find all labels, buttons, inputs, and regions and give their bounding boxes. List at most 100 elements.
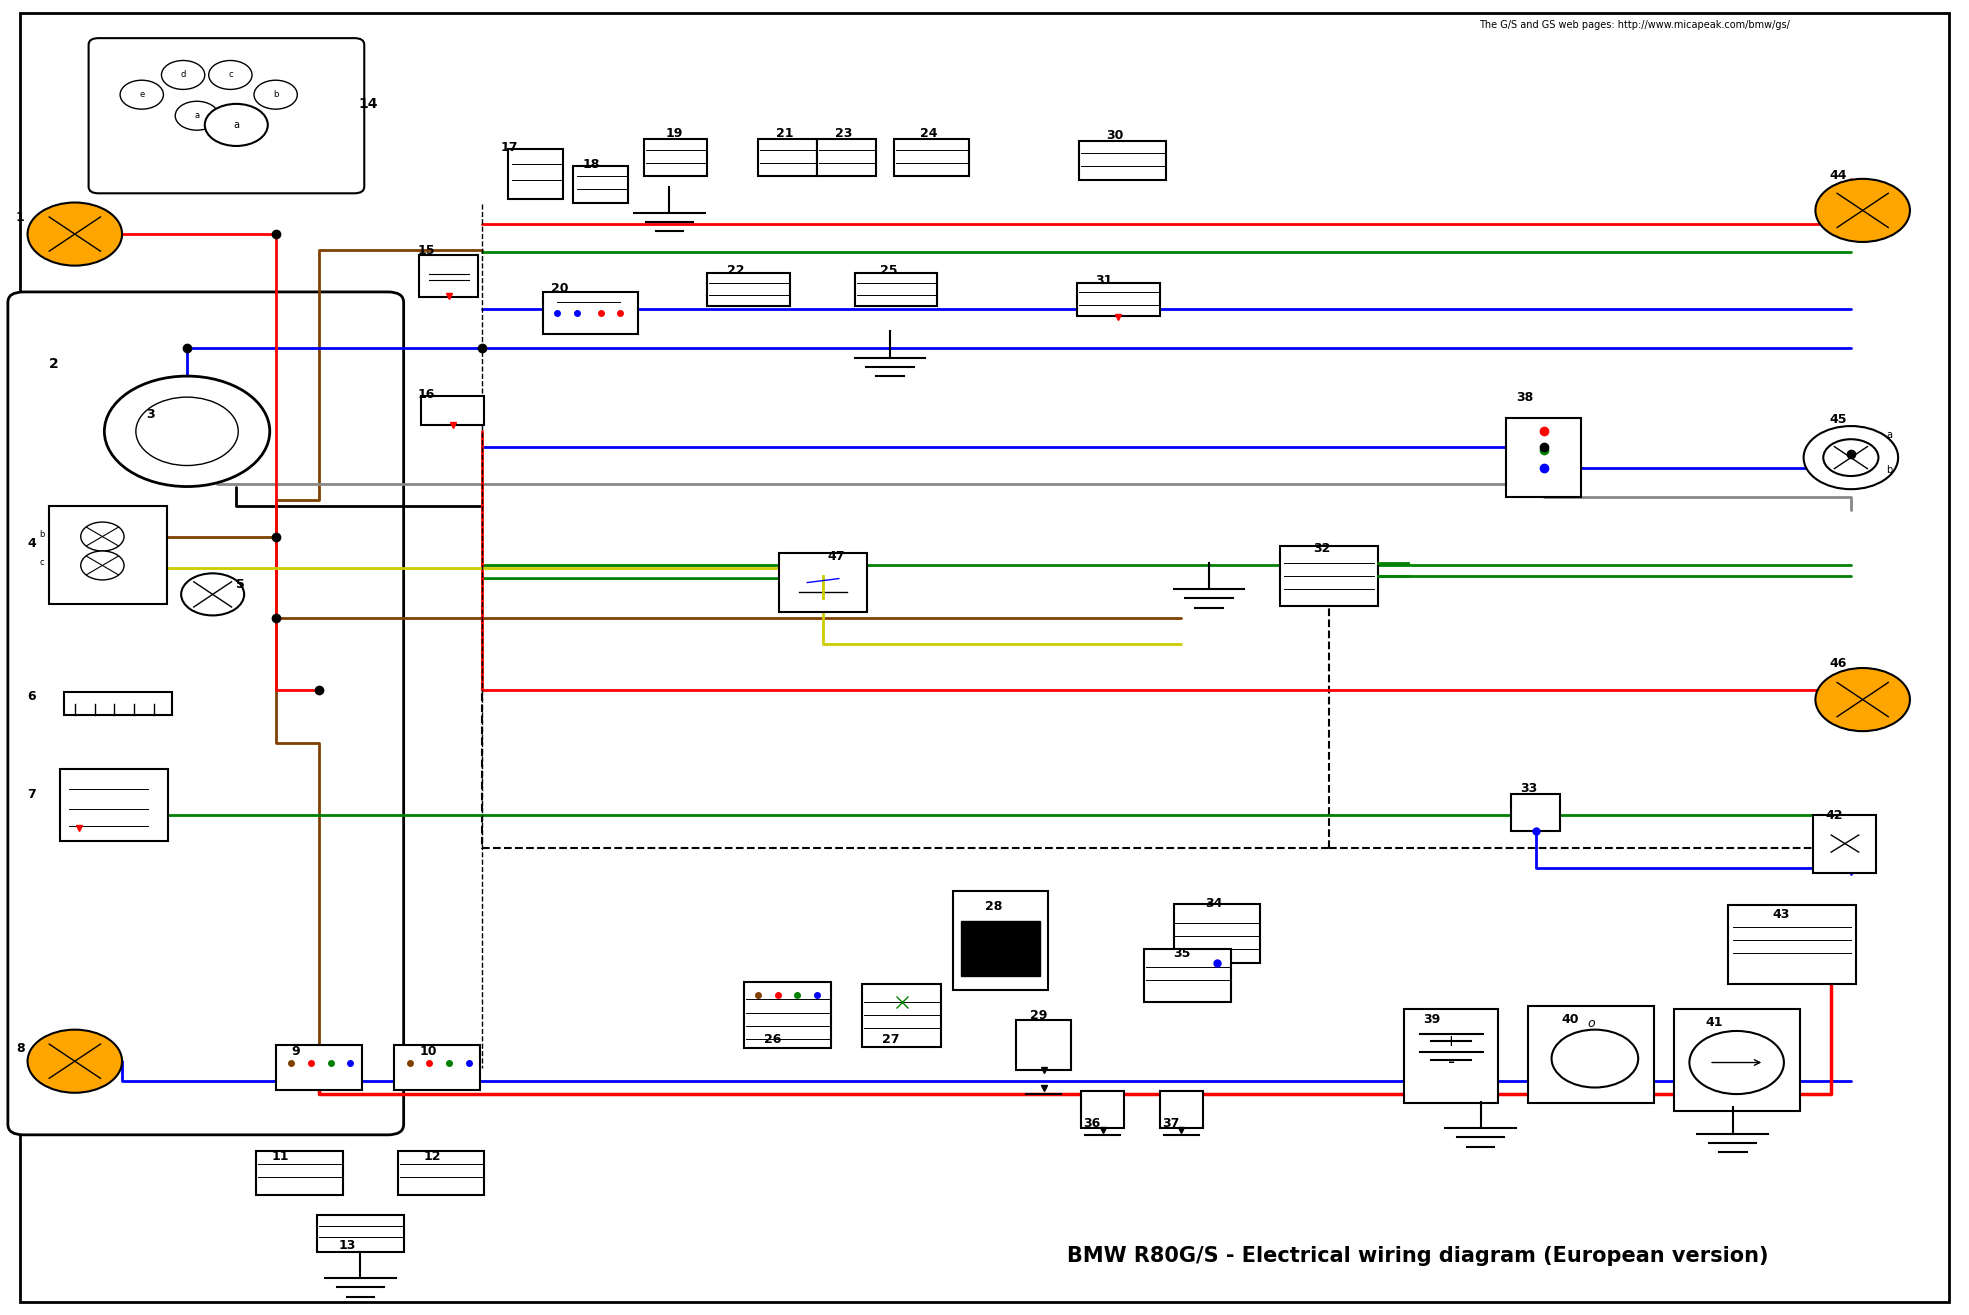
Bar [1174,905,1260,964]
Bar [1144,949,1231,1002]
Bar [61,768,169,842]
Circle shape [81,551,124,580]
Bar [1016,1020,1071,1070]
Text: 14: 14 [358,97,378,110]
Text: 42: 42 [1825,809,1843,822]
Text: 35: 35 [1174,947,1191,960]
Text: b: b [39,530,45,539]
Text: 13: 13 [339,1239,356,1252]
Bar [953,892,1048,990]
Text: -: - [1447,1053,1455,1072]
Text: 1: 1 [16,210,24,224]
Circle shape [28,203,122,266]
Text: 10: 10 [419,1044,437,1057]
Circle shape [1804,426,1898,489]
Text: 45: 45 [1829,413,1847,426]
Text: 16: 16 [417,388,435,401]
Circle shape [209,60,252,89]
Text: 7: 7 [28,788,35,801]
Text: 27: 27 [882,1032,900,1045]
Text: 25: 25 [880,263,898,276]
Bar [1160,1091,1203,1128]
Text: BMW R80G/S - Electrical wiring diagram (European version): BMW R80G/S - Electrical wiring diagram (… [1067,1245,1768,1266]
Text: The G/S and GS web pages: http://www.micapeak.com/bmw/gs/: The G/S and GS web pages: http://www.mic… [1479,20,1790,30]
Circle shape [120,80,163,109]
Text: b: b [1886,466,1892,476]
Bar [419,255,478,297]
Text: 9: 9 [291,1044,299,1057]
Text: a: a [232,120,240,130]
Circle shape [161,60,205,89]
Bar [758,139,817,176]
Text: d: d [181,71,185,79]
Bar [508,149,563,199]
Text: 31: 31 [1095,274,1112,287]
Text: 15: 15 [417,243,435,256]
Bar [317,1215,404,1252]
Text: 29: 29 [1030,1009,1048,1022]
Circle shape [1815,179,1910,242]
Bar [855,274,937,306]
Text: 33: 33 [1520,781,1538,794]
Text: 46: 46 [1829,656,1847,669]
Text: b: b [274,91,278,99]
Bar [276,1045,362,1090]
Bar [1404,1009,1498,1103]
Bar [394,1045,480,1090]
Text: 12: 12 [423,1149,441,1162]
Text: 2: 2 [49,358,59,371]
Bar [573,166,628,203]
Bar [862,984,941,1047]
Text: 5: 5 [236,577,244,590]
Bar [961,920,1040,976]
Text: 21: 21 [776,126,794,139]
Text: 44: 44 [1829,168,1847,181]
Bar [1081,1091,1124,1128]
Bar [1512,794,1561,831]
Bar [894,139,969,176]
Text: 17: 17 [500,141,518,154]
Bar [543,292,638,334]
Bar [1674,1009,1800,1111]
Text: o: o [1587,1016,1595,1030]
Text: 32: 32 [1313,542,1331,555]
Text: e: e [140,91,144,99]
Text: 20: 20 [551,281,569,295]
Text: 4: 4 [28,537,35,550]
Text: 22: 22 [727,263,744,276]
Text: 41: 41 [1705,1015,1723,1028]
Text: 34: 34 [1205,897,1223,910]
Text: 40: 40 [1561,1013,1579,1026]
Circle shape [136,397,238,466]
Text: a: a [195,112,199,120]
FancyBboxPatch shape [89,38,364,193]
Bar [778,552,866,613]
Bar [644,139,707,176]
Circle shape [175,101,219,130]
Text: 8: 8 [16,1041,24,1055]
Circle shape [205,104,268,146]
Bar [421,396,484,425]
Circle shape [1689,1031,1784,1094]
Circle shape [28,1030,122,1093]
Bar [1813,815,1876,873]
Bar [1077,284,1160,317]
Text: 30: 30 [1107,129,1124,142]
Circle shape [254,80,297,109]
Text: 38: 38 [1516,391,1534,404]
Bar [1079,141,1166,180]
Text: c: c [39,559,43,568]
Circle shape [1815,668,1910,731]
Bar [817,139,876,176]
Bar [256,1151,343,1195]
Wedge shape [1851,426,1898,489]
Text: +: + [1445,1034,1457,1049]
Text: 28: 28 [984,899,1002,913]
Text: 24: 24 [920,126,937,139]
Bar [49,506,167,605]
Text: 19: 19 [666,126,683,139]
Text: 39: 39 [1424,1013,1441,1026]
Circle shape [1552,1030,1638,1088]
Bar [1280,546,1378,605]
Circle shape [181,573,244,615]
